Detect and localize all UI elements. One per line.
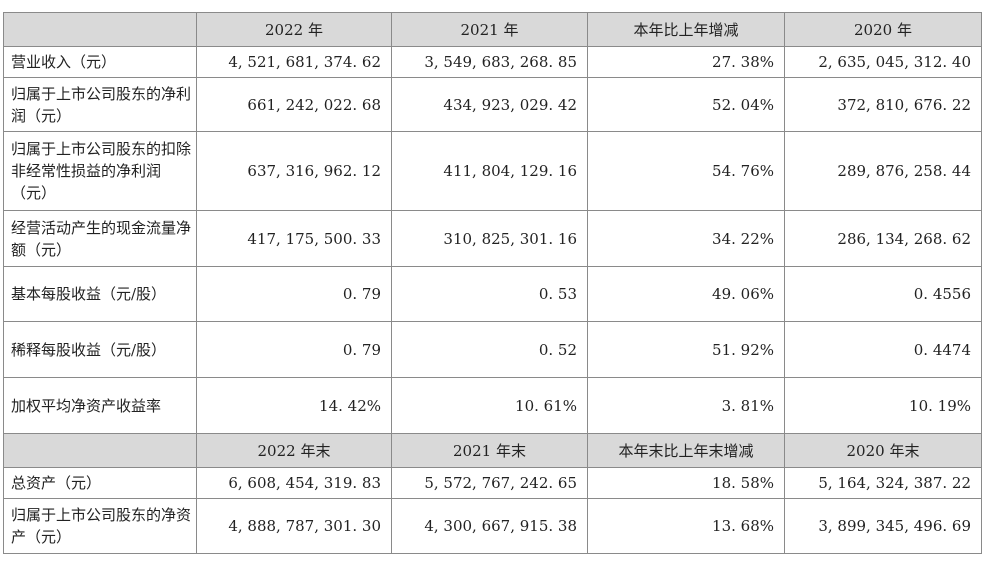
value-cell: 10. 61% — [391, 377, 588, 434]
table-row: 营业收入（元） 4, 521, 681, 374. 62 3, 549, 683… — [3, 46, 982, 78]
header-cell: 2022 年 — [196, 12, 392, 47]
value-cell: 0. 4474 — [784, 321, 982, 378]
value-cell: 6, 608, 454, 319. 83 — [196, 467, 392, 499]
table-row: 归属于上市公司股东的净资产（元） 4, 888, 787, 301. 30 4,… — [3, 498, 982, 554]
row-label: 总资产（元） — [3, 467, 197, 499]
value-cell: 661, 242, 022. 68 — [196, 77, 392, 132]
row-label: 归属于上市公司股东的净资产（元） — [3, 498, 197, 554]
value-cell: 5, 164, 324, 387. 22 — [784, 467, 982, 499]
value-cell: 637, 316, 962. 12 — [196, 131, 392, 211]
value-cell: 3. 81% — [587, 377, 785, 434]
header-cell: 2020 年末 — [784, 433, 982, 468]
value-cell: 2, 635, 045, 312. 40 — [784, 46, 982, 78]
value-cell: 434, 923, 029. 42 — [391, 77, 588, 132]
table-row: 经营活动产生的现金流量净额（元） 417, 175, 500. 33 310, … — [3, 210, 982, 267]
header-cell: 本年比上年增减 — [587, 12, 785, 47]
header-cell: 本年末比上年末增减 — [587, 433, 785, 468]
value-cell: 417, 175, 500. 33 — [196, 210, 392, 267]
value-cell: 411, 804, 129. 16 — [391, 131, 588, 211]
header-cell: 2021 年末 — [391, 433, 588, 468]
value-cell: 0. 52 — [391, 321, 588, 378]
value-cell: 4, 521, 681, 374. 62 — [196, 46, 392, 78]
value-cell: 5, 572, 767, 242. 65 — [391, 467, 588, 499]
value-cell: 52. 04% — [587, 77, 785, 132]
value-cell: 14. 42% — [196, 377, 392, 434]
header-cell: 2021 年 — [391, 12, 588, 47]
value-cell: 0. 53 — [391, 266, 588, 322]
value-cell: 4, 300, 667, 915. 38 — [391, 498, 588, 554]
financial-data-table: 2022 年 2021 年 本年比上年增减 2020 年 营业收入（元） 4, … — [3, 12, 982, 554]
value-cell: 18. 58% — [587, 467, 785, 499]
table-row: 总资产（元） 6, 608, 454, 319. 83 5, 572, 767,… — [3, 467, 982, 499]
value-cell: 0. 4556 — [784, 266, 982, 322]
value-cell: 4, 888, 787, 301. 30 — [196, 498, 392, 554]
value-cell: 3, 549, 683, 268. 85 — [391, 46, 588, 78]
table-header-row: 2022 年 2021 年 本年比上年增减 2020 年 — [3, 12, 982, 47]
header-cell: 2022 年末 — [196, 433, 392, 468]
row-label: 稀释每股收益（元/股） — [3, 321, 197, 378]
table-row: 归属于上市公司股东的净利润（元） 661, 242, 022. 68 434, … — [3, 77, 982, 132]
value-cell: 0. 79 — [196, 266, 392, 322]
table-header-row: 2022 年末 2021 年末 本年末比上年末增减 2020 年末 — [3, 433, 982, 468]
header-cell — [3, 433, 197, 468]
header-cell: 2020 年 — [784, 12, 982, 47]
value-cell: 310, 825, 301. 16 — [391, 210, 588, 267]
value-cell: 10. 19% — [784, 377, 982, 434]
value-cell: 372, 810, 676. 22 — [784, 77, 982, 132]
header-cell — [3, 12, 197, 47]
row-label: 基本每股收益（元/股） — [3, 266, 197, 322]
row-label: 经营活动产生的现金流量净额（元） — [3, 210, 197, 267]
value-cell: 289, 876, 258. 44 — [784, 131, 982, 211]
row-label: 营业收入（元） — [3, 46, 197, 78]
value-cell: 0. 79 — [196, 321, 392, 378]
table-row: 加权平均净资产收益率 14. 42% 10. 61% 3. 81% 10. 19… — [3, 377, 982, 434]
row-label: 归属于上市公司股东的扣除非经常性损益的净利润（元） — [3, 131, 197, 211]
value-cell: 13. 68% — [587, 498, 785, 554]
value-cell: 51. 92% — [587, 321, 785, 378]
value-cell: 27. 38% — [587, 46, 785, 78]
value-cell: 286, 134, 268. 62 — [784, 210, 982, 267]
value-cell: 34. 22% — [587, 210, 785, 267]
row-label: 归属于上市公司股东的净利润（元） — [3, 77, 197, 132]
value-cell: 54. 76% — [587, 131, 785, 211]
table-row: 归属于上市公司股东的扣除非经常性损益的净利润（元） 637, 316, 962.… — [3, 131, 982, 211]
value-cell: 49. 06% — [587, 266, 785, 322]
table-row: 基本每股收益（元/股） 0. 79 0. 53 49. 06% 0. 4556 — [3, 266, 982, 322]
value-cell: 3, 899, 345, 496. 69 — [784, 498, 982, 554]
table-row: 稀释每股收益（元/股） 0. 79 0. 52 51. 92% 0. 4474 — [3, 321, 982, 378]
row-label: 加权平均净资产收益率 — [3, 377, 197, 434]
